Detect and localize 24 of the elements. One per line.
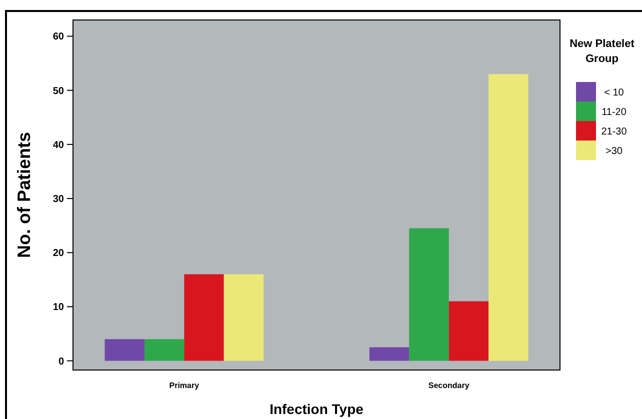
x-axis-title: Infection Type [270,401,364,417]
y-tick-label: 40 [52,140,64,151]
y-tick-label: 60 [52,32,64,43]
legend-label: >30 [606,146,623,157]
legend-label: 11-20 [602,107,627,118]
legend-title: New Platelet Group [570,38,635,65]
bar [448,301,489,361]
y-tick-label: 10 [52,302,64,314]
bar [104,339,144,361]
y-tick-label: 50 [52,86,64,97]
bar [409,228,449,361]
bar [369,347,410,361]
bar [224,274,264,361]
x-tick-label: Primary [169,381,200,390]
legend-label: < 10 [604,88,624,98]
bar [184,274,224,361]
y-tick-label: 0 [58,356,64,368]
y-tick-label: 20 [52,248,64,260]
legend-label: 21-30 [601,126,628,138]
bar [144,339,184,361]
x-tick-label: Secondary [428,381,470,390]
y-tick-label: 30 [52,194,64,206]
bar [488,74,528,361]
y-axis-title: No. of Patients [14,132,34,258]
